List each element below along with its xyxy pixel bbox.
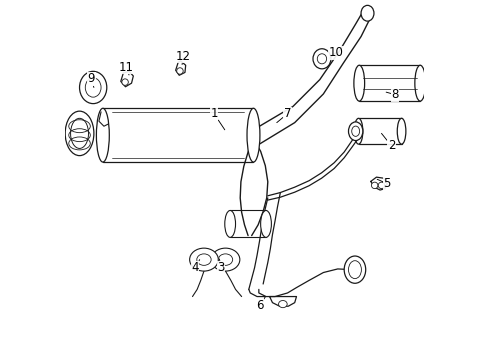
Ellipse shape bbox=[351, 126, 359, 136]
Ellipse shape bbox=[70, 118, 88, 148]
Text: 12: 12 bbox=[175, 50, 190, 64]
Text: 2: 2 bbox=[381, 134, 394, 152]
Ellipse shape bbox=[414, 65, 425, 101]
Text: 8: 8 bbox=[386, 88, 398, 101]
Ellipse shape bbox=[176, 68, 183, 74]
Ellipse shape bbox=[396, 118, 405, 144]
Bar bbox=[359, 65, 419, 101]
Ellipse shape bbox=[224, 211, 235, 237]
Ellipse shape bbox=[260, 211, 271, 237]
Ellipse shape bbox=[348, 261, 361, 279]
Ellipse shape bbox=[378, 182, 384, 189]
Ellipse shape bbox=[360, 5, 373, 21]
Text: 1: 1 bbox=[210, 107, 224, 130]
Text: 10: 10 bbox=[328, 46, 343, 59]
Ellipse shape bbox=[371, 182, 377, 189]
Text: 9: 9 bbox=[87, 72, 95, 87]
Ellipse shape bbox=[218, 254, 232, 265]
Ellipse shape bbox=[344, 256, 365, 283]
Ellipse shape bbox=[196, 254, 211, 265]
Ellipse shape bbox=[278, 301, 286, 308]
Ellipse shape bbox=[96, 108, 109, 162]
Ellipse shape bbox=[353, 65, 364, 101]
Ellipse shape bbox=[122, 79, 128, 85]
Text: 3: 3 bbox=[217, 259, 224, 274]
Ellipse shape bbox=[317, 54, 326, 64]
Bar bbox=[230, 211, 265, 237]
Ellipse shape bbox=[85, 78, 101, 97]
Text: 6: 6 bbox=[255, 297, 265, 312]
Text: 7: 7 bbox=[276, 107, 291, 123]
Ellipse shape bbox=[348, 122, 362, 140]
Ellipse shape bbox=[211, 248, 239, 271]
Text: 11: 11 bbox=[119, 60, 133, 75]
Ellipse shape bbox=[246, 108, 260, 162]
Ellipse shape bbox=[65, 111, 94, 156]
Bar bbox=[102, 108, 253, 162]
Text: 5: 5 bbox=[376, 177, 390, 190]
Text: 4: 4 bbox=[191, 260, 199, 274]
Ellipse shape bbox=[189, 248, 218, 271]
Ellipse shape bbox=[353, 118, 362, 144]
Ellipse shape bbox=[80, 71, 106, 104]
Ellipse shape bbox=[312, 49, 330, 69]
Bar bbox=[358, 118, 401, 144]
